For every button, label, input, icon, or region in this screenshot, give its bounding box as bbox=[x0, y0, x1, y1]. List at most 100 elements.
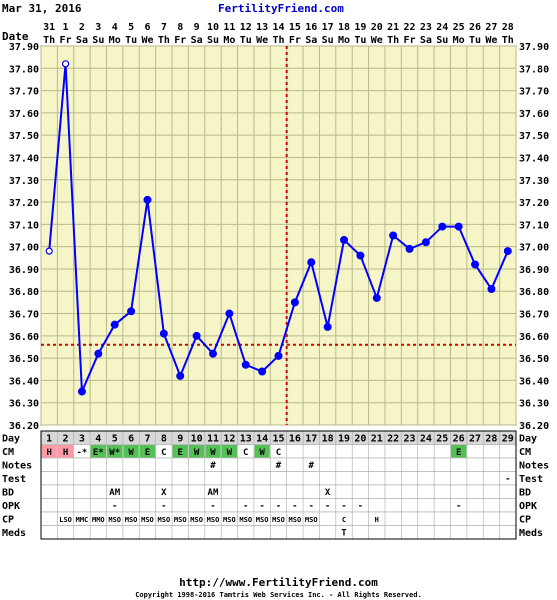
date-label: 26 bbox=[469, 22, 481, 33]
temperature-point bbox=[77, 387, 86, 396]
notes-value: # bbox=[309, 461, 315, 471]
cm-cell bbox=[41, 445, 57, 458]
temperature-point bbox=[307, 258, 316, 267]
y-tick-right: 37.70 bbox=[519, 87, 549, 98]
y-tick-left: 37.40 bbox=[9, 153, 39, 164]
opk-value: - bbox=[292, 502, 297, 512]
y-tick-left: 36.90 bbox=[9, 265, 39, 276]
y-tick-left: 37.20 bbox=[9, 198, 39, 209]
cycle-day: 6 bbox=[128, 434, 134, 445]
footer-url[interactable]: http://www.FertilityFriend.com bbox=[179, 576, 378, 589]
weekday-label: We bbox=[141, 35, 153, 46]
cm-value: W bbox=[128, 448, 134, 458]
chart-date: Mar 31, 2016 bbox=[2, 2, 82, 15]
cycle-day: 12 bbox=[223, 434, 235, 445]
weekday-label: Mo bbox=[109, 35, 121, 46]
opk-value: - bbox=[325, 502, 330, 512]
date-label: 6 bbox=[144, 22, 150, 33]
row-label-right: Test bbox=[519, 474, 543, 485]
cm-cell bbox=[172, 445, 188, 458]
date-label: 4 bbox=[112, 22, 118, 33]
temperature-point bbox=[487, 285, 496, 294]
weekday-label: Su bbox=[92, 35, 104, 46]
weekday-label: Tu bbox=[354, 35, 366, 46]
row-label-left: CP bbox=[2, 515, 14, 526]
date-label: 5 bbox=[128, 22, 134, 33]
cycle-day: 27 bbox=[469, 434, 481, 445]
opk-value: - bbox=[456, 502, 461, 512]
cm-value: H bbox=[63, 448, 68, 458]
y-tick-right: 37.90 bbox=[519, 42, 549, 53]
row-label-right: CP bbox=[519, 515, 531, 526]
cp-value: MSO bbox=[174, 516, 187, 524]
bd-value: AM bbox=[109, 488, 120, 498]
meds-value: T bbox=[341, 529, 347, 539]
weekday-label: Tu bbox=[240, 35, 252, 46]
row-label-right: BD bbox=[519, 488, 531, 499]
temperature-point bbox=[503, 247, 512, 256]
row-label-left: CM bbox=[2, 447, 14, 458]
row-label-left: Day bbox=[2, 434, 20, 445]
cp-value: C bbox=[342, 516, 346, 524]
cm-value: E bbox=[456, 448, 461, 458]
cm-value: W bbox=[227, 448, 233, 458]
weekday-label: Tu bbox=[469, 35, 481, 46]
date-label: 24 bbox=[436, 22, 448, 33]
y-tick-right: 36.70 bbox=[519, 310, 549, 321]
cp-value: H bbox=[375, 516, 379, 524]
cycle-day: 19 bbox=[338, 434, 350, 445]
cm-cell bbox=[450, 445, 467, 458]
date-label: 10 bbox=[207, 22, 219, 33]
bd-value: AM bbox=[208, 488, 219, 498]
y-tick-left: 37.50 bbox=[9, 131, 39, 142]
cm-cell bbox=[205, 445, 221, 458]
opk-value: - bbox=[276, 502, 281, 512]
cycle-day: 9 bbox=[177, 434, 183, 445]
date-label: 8 bbox=[177, 22, 183, 33]
cycle-day: 23 bbox=[404, 434, 416, 445]
temperature-point bbox=[159, 329, 168, 338]
cycle-day: 2 bbox=[63, 434, 69, 445]
cp-value: MSO bbox=[272, 516, 285, 524]
cycle-day: 14 bbox=[256, 434, 268, 445]
temperature-point bbox=[61, 60, 70, 68]
opk-value: - bbox=[341, 502, 346, 512]
row-label-left: BD bbox=[2, 488, 14, 499]
temperature-point bbox=[94, 349, 103, 358]
y-tick-left: 36.80 bbox=[9, 287, 39, 298]
temperature-point bbox=[290, 298, 299, 307]
weekday-label: Sa bbox=[76, 35, 88, 46]
date-label: 18 bbox=[338, 22, 350, 33]
site-title[interactable]: FertilityFriend.com bbox=[218, 2, 344, 15]
y-tick-left: 36.20 bbox=[9, 421, 39, 432]
y-tick-right: 36.50 bbox=[519, 354, 549, 365]
date-label: 7 bbox=[161, 22, 167, 33]
fertility-chart: Date31Th1Fr2Sa3Su4Mo5Tu6We7Th8Fr9Sa10Su1… bbox=[2, 22, 549, 540]
y-tick-right: 36.30 bbox=[519, 399, 549, 410]
weekday-label: Sa bbox=[420, 35, 432, 46]
cp-value: MSO bbox=[289, 516, 302, 524]
y-tick-left: 36.30 bbox=[9, 399, 39, 410]
date-label: 1 bbox=[63, 22, 69, 33]
row-label-right: Notes bbox=[519, 461, 549, 472]
y-tick-left: 37.10 bbox=[9, 220, 39, 231]
opk-value: - bbox=[210, 502, 215, 512]
weekday-label: Sa bbox=[305, 35, 317, 46]
temperature-point bbox=[258, 367, 267, 376]
temperature-point bbox=[405, 244, 414, 253]
opk-value: - bbox=[259, 502, 264, 512]
cm-value: W bbox=[194, 448, 200, 458]
cycle-day: 16 bbox=[289, 434, 301, 445]
weekday-label: Su bbox=[322, 35, 334, 46]
y-tick-right: 36.60 bbox=[519, 332, 549, 343]
temperature-point bbox=[323, 322, 332, 331]
date-label: 3 bbox=[95, 22, 101, 33]
date-label: 21 bbox=[387, 22, 399, 33]
temperature-point bbox=[45, 247, 53, 255]
cm-cell bbox=[123, 445, 139, 458]
cp-value: MMO bbox=[92, 516, 105, 524]
y-tick-right: 36.20 bbox=[519, 421, 549, 432]
opk-value: - bbox=[243, 502, 248, 512]
cm-cell bbox=[57, 445, 74, 458]
cycle-day: 18 bbox=[322, 434, 334, 445]
